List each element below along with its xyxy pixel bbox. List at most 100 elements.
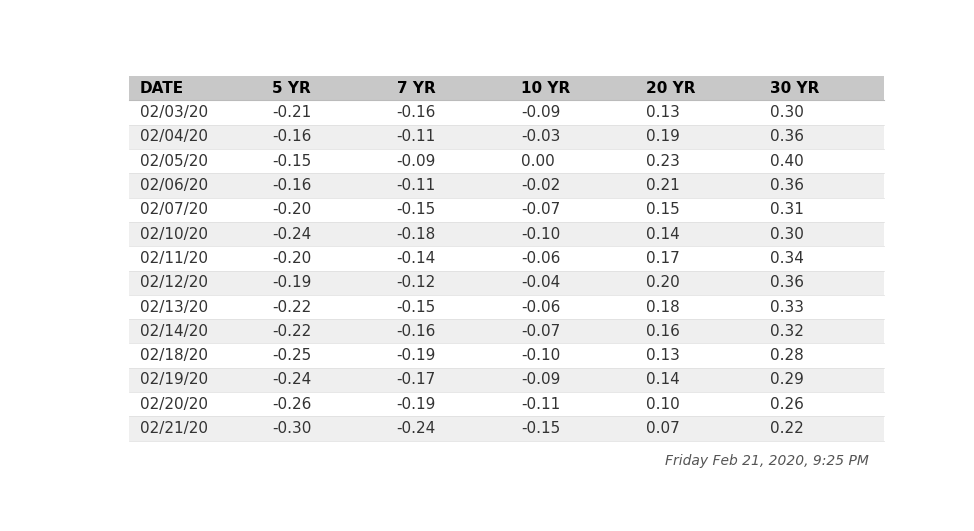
Text: -0.15: -0.15: [272, 153, 312, 169]
Bar: [510, 319, 635, 344]
Text: -0.09: -0.09: [396, 153, 436, 169]
Text: 02/10/20: 02/10/20: [140, 227, 207, 242]
Bar: [760, 76, 884, 100]
Bar: [510, 392, 635, 416]
Bar: [760, 100, 884, 125]
Bar: [130, 222, 261, 246]
Bar: [130, 125, 261, 149]
Bar: [130, 295, 261, 319]
Text: -0.16: -0.16: [396, 105, 436, 120]
Bar: [510, 173, 635, 198]
Text: -0.24: -0.24: [272, 227, 312, 242]
Bar: [635, 368, 760, 392]
Bar: [130, 100, 261, 125]
Text: 02/13/20: 02/13/20: [140, 299, 208, 314]
Bar: [386, 344, 510, 368]
Text: -0.25: -0.25: [272, 348, 312, 363]
Text: 02/19/20: 02/19/20: [140, 372, 208, 388]
Bar: [130, 368, 261, 392]
Text: 0.30: 0.30: [770, 105, 805, 120]
Bar: [386, 173, 510, 198]
Text: 0.28: 0.28: [770, 348, 804, 363]
Text: -0.20: -0.20: [272, 202, 312, 217]
Text: 7 YR: 7 YR: [396, 81, 435, 96]
Bar: [261, 295, 386, 319]
Bar: [261, 270, 386, 295]
Text: -0.26: -0.26: [272, 397, 312, 412]
Text: -0.22: -0.22: [272, 324, 312, 339]
Bar: [635, 344, 760, 368]
Text: -0.21: -0.21: [272, 105, 312, 120]
Text: 02/06/20: 02/06/20: [140, 178, 208, 193]
Bar: [760, 222, 884, 246]
Text: 02/03/20: 02/03/20: [140, 105, 208, 120]
Bar: [130, 76, 261, 100]
Text: -0.15: -0.15: [396, 299, 435, 314]
Text: -0.16: -0.16: [396, 324, 436, 339]
Bar: [386, 100, 510, 125]
Bar: [510, 270, 635, 295]
Bar: [261, 222, 386, 246]
Text: -0.17: -0.17: [396, 372, 435, 388]
Text: 02/14/20: 02/14/20: [140, 324, 207, 339]
Text: 02/04/20: 02/04/20: [140, 129, 207, 144]
Text: -0.04: -0.04: [521, 275, 560, 290]
Text: 0.10: 0.10: [646, 397, 680, 412]
Bar: [635, 222, 760, 246]
Bar: [510, 416, 635, 441]
Text: -0.03: -0.03: [521, 129, 560, 144]
Bar: [760, 270, 884, 295]
Text: -0.07: -0.07: [521, 324, 560, 339]
Text: DATE: DATE: [140, 81, 184, 96]
Text: -0.19: -0.19: [396, 348, 436, 363]
Text: 0.30: 0.30: [770, 227, 805, 242]
Bar: [635, 392, 760, 416]
Bar: [130, 344, 261, 368]
Bar: [635, 100, 760, 125]
Bar: [386, 416, 510, 441]
Bar: [635, 270, 760, 295]
Bar: [760, 295, 884, 319]
Bar: [261, 76, 386, 100]
Bar: [386, 392, 510, 416]
Bar: [130, 319, 261, 344]
Text: -0.16: -0.16: [272, 178, 312, 193]
Bar: [510, 368, 635, 392]
Text: 0.29: 0.29: [770, 372, 805, 388]
Bar: [261, 246, 386, 270]
Bar: [510, 344, 635, 368]
Bar: [386, 125, 510, 149]
Text: -0.14: -0.14: [396, 251, 435, 266]
Bar: [760, 173, 884, 198]
Text: 0.33: 0.33: [770, 299, 805, 314]
Text: 02/20/20: 02/20/20: [140, 397, 207, 412]
Text: 0.36: 0.36: [770, 129, 805, 144]
Bar: [635, 198, 760, 222]
Bar: [635, 416, 760, 441]
Text: -0.09: -0.09: [521, 105, 560, 120]
Text: 02/12/20: 02/12/20: [140, 275, 207, 290]
Bar: [386, 295, 510, 319]
Text: 0.40: 0.40: [770, 153, 804, 169]
Bar: [386, 270, 510, 295]
Bar: [386, 319, 510, 344]
Bar: [261, 368, 386, 392]
Bar: [261, 319, 386, 344]
Text: -0.24: -0.24: [272, 372, 312, 388]
Bar: [760, 246, 884, 270]
Bar: [130, 149, 261, 173]
Text: -0.11: -0.11: [521, 397, 560, 412]
Bar: [510, 125, 635, 149]
Bar: [386, 368, 510, 392]
Text: 02/07/20: 02/07/20: [140, 202, 207, 217]
Bar: [386, 198, 510, 222]
Bar: [635, 246, 760, 270]
Text: 0.13: 0.13: [646, 105, 680, 120]
Bar: [760, 392, 884, 416]
Bar: [760, 149, 884, 173]
Text: 0.14: 0.14: [646, 227, 680, 242]
Text: -0.19: -0.19: [272, 275, 312, 290]
Bar: [635, 319, 760, 344]
Text: 0.17: 0.17: [646, 251, 680, 266]
Text: -0.22: -0.22: [272, 299, 312, 314]
